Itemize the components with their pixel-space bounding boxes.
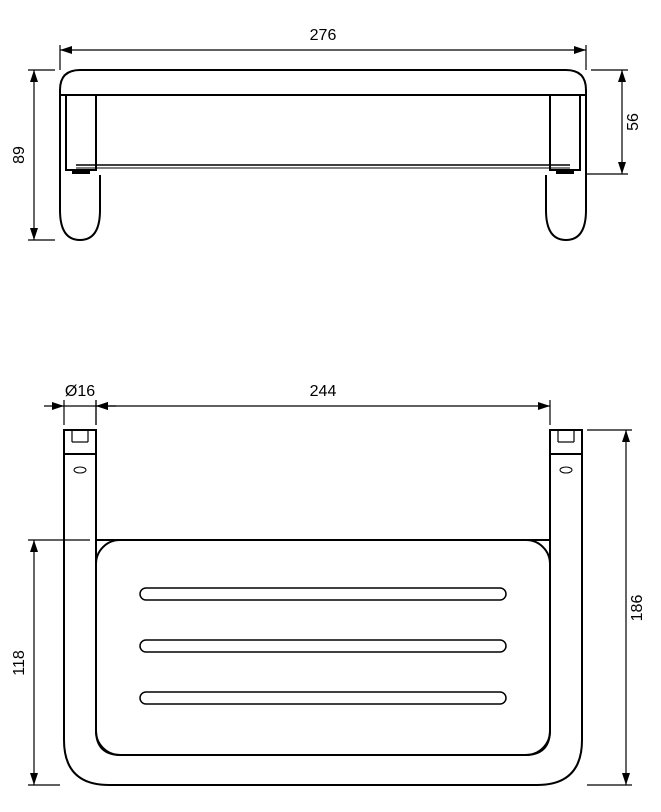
- dim-276-label: 276: [310, 27, 337, 44]
- dim-89-label: 89: [11, 146, 28, 164]
- technical-drawing: 276: [0, 0, 661, 812]
- dim-56-label: 56: [625, 113, 642, 131]
- dim-186-label: 186: [629, 595, 646, 622]
- dim-244-label: 244: [310, 383, 337, 400]
- front-body: [60, 70, 586, 240]
- dim-244: 244: [96, 383, 550, 425]
- dim-o16-label: Ø16: [65, 383, 95, 400]
- top-body: [64, 430, 582, 785]
- dim-118: 118: [11, 540, 90, 785]
- dim-276: 276: [60, 27, 586, 70]
- dim-56: 56: [585, 70, 642, 174]
- dim-118-label: 118: [11, 650, 28, 676]
- top-view: Ø16 244: [11, 383, 646, 785]
- dim-89: 89: [11, 70, 55, 240]
- dim-186: 186: [587, 430, 646, 785]
- front-view: 276: [11, 27, 642, 240]
